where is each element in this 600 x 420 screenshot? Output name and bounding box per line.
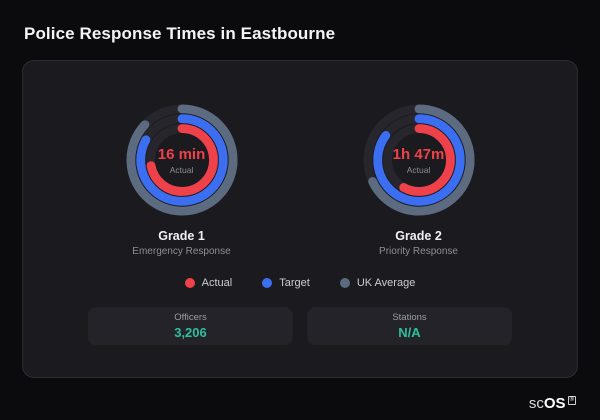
gauges-row: 16 min Actual Grade 1 Emergency Response… [23,101,577,257]
gauge-chart-grade-2 [362,104,475,216]
gauge-grade-1: 16 min Actual Grade 1 Emergency Response [97,101,267,257]
gauge-subtitle: Emergency Response [132,246,231,257]
gauge-title: Grade 2 [395,229,442,243]
stat-value: N/A [398,325,421,340]
stat-value: 3,206 [174,325,207,340]
stat-officers: Officers 3,206 [88,307,293,345]
brand-prefix: sc [528,395,544,412]
legend-dot-target-icon [262,278,273,288]
page-title: Police Response Times in Eastbourne [24,24,336,43]
response-times-card: 16 min Actual Grade 1 Emergency Response… [22,60,578,378]
stats-row: Officers 3,206 Stations N/A [88,307,512,345]
stat-label: Stations [392,312,427,323]
stat-label: Officers [174,312,207,323]
legend: Actual Target UK Average [23,277,577,289]
legend-dot-actual-icon [184,278,195,288]
gauge-grade-2: 1h 47m Actual Grade 2 Priority Response [334,101,504,257]
legend-item-actual[interactable]: Actual [184,277,233,289]
scos-logo: sc OS ® [529,395,576,412]
legend-item-uk-average[interactable]: UK Average [339,277,416,289]
legend-label: UK Average [356,277,416,289]
legend-label: Actual [201,277,233,289]
gauge-title: Grade 1 [158,229,205,243]
legend-label: Target [279,277,310,289]
stat-stations: Stations N/A [307,307,512,345]
legend-item-target[interactable]: Target [262,277,310,289]
gauge-chart-grade-1 [125,104,238,216]
brand-suffix: OS [543,395,566,412]
gauge-rings-grade-2: 1h 47m Actual [360,101,478,219]
gauge-rings-grade-1: 16 min Actual [123,101,241,219]
legend-dot-uk-average-icon [339,278,350,288]
registered-mark-icon: ® [567,396,576,405]
gauge-subtitle: Priority Response [379,246,458,257]
